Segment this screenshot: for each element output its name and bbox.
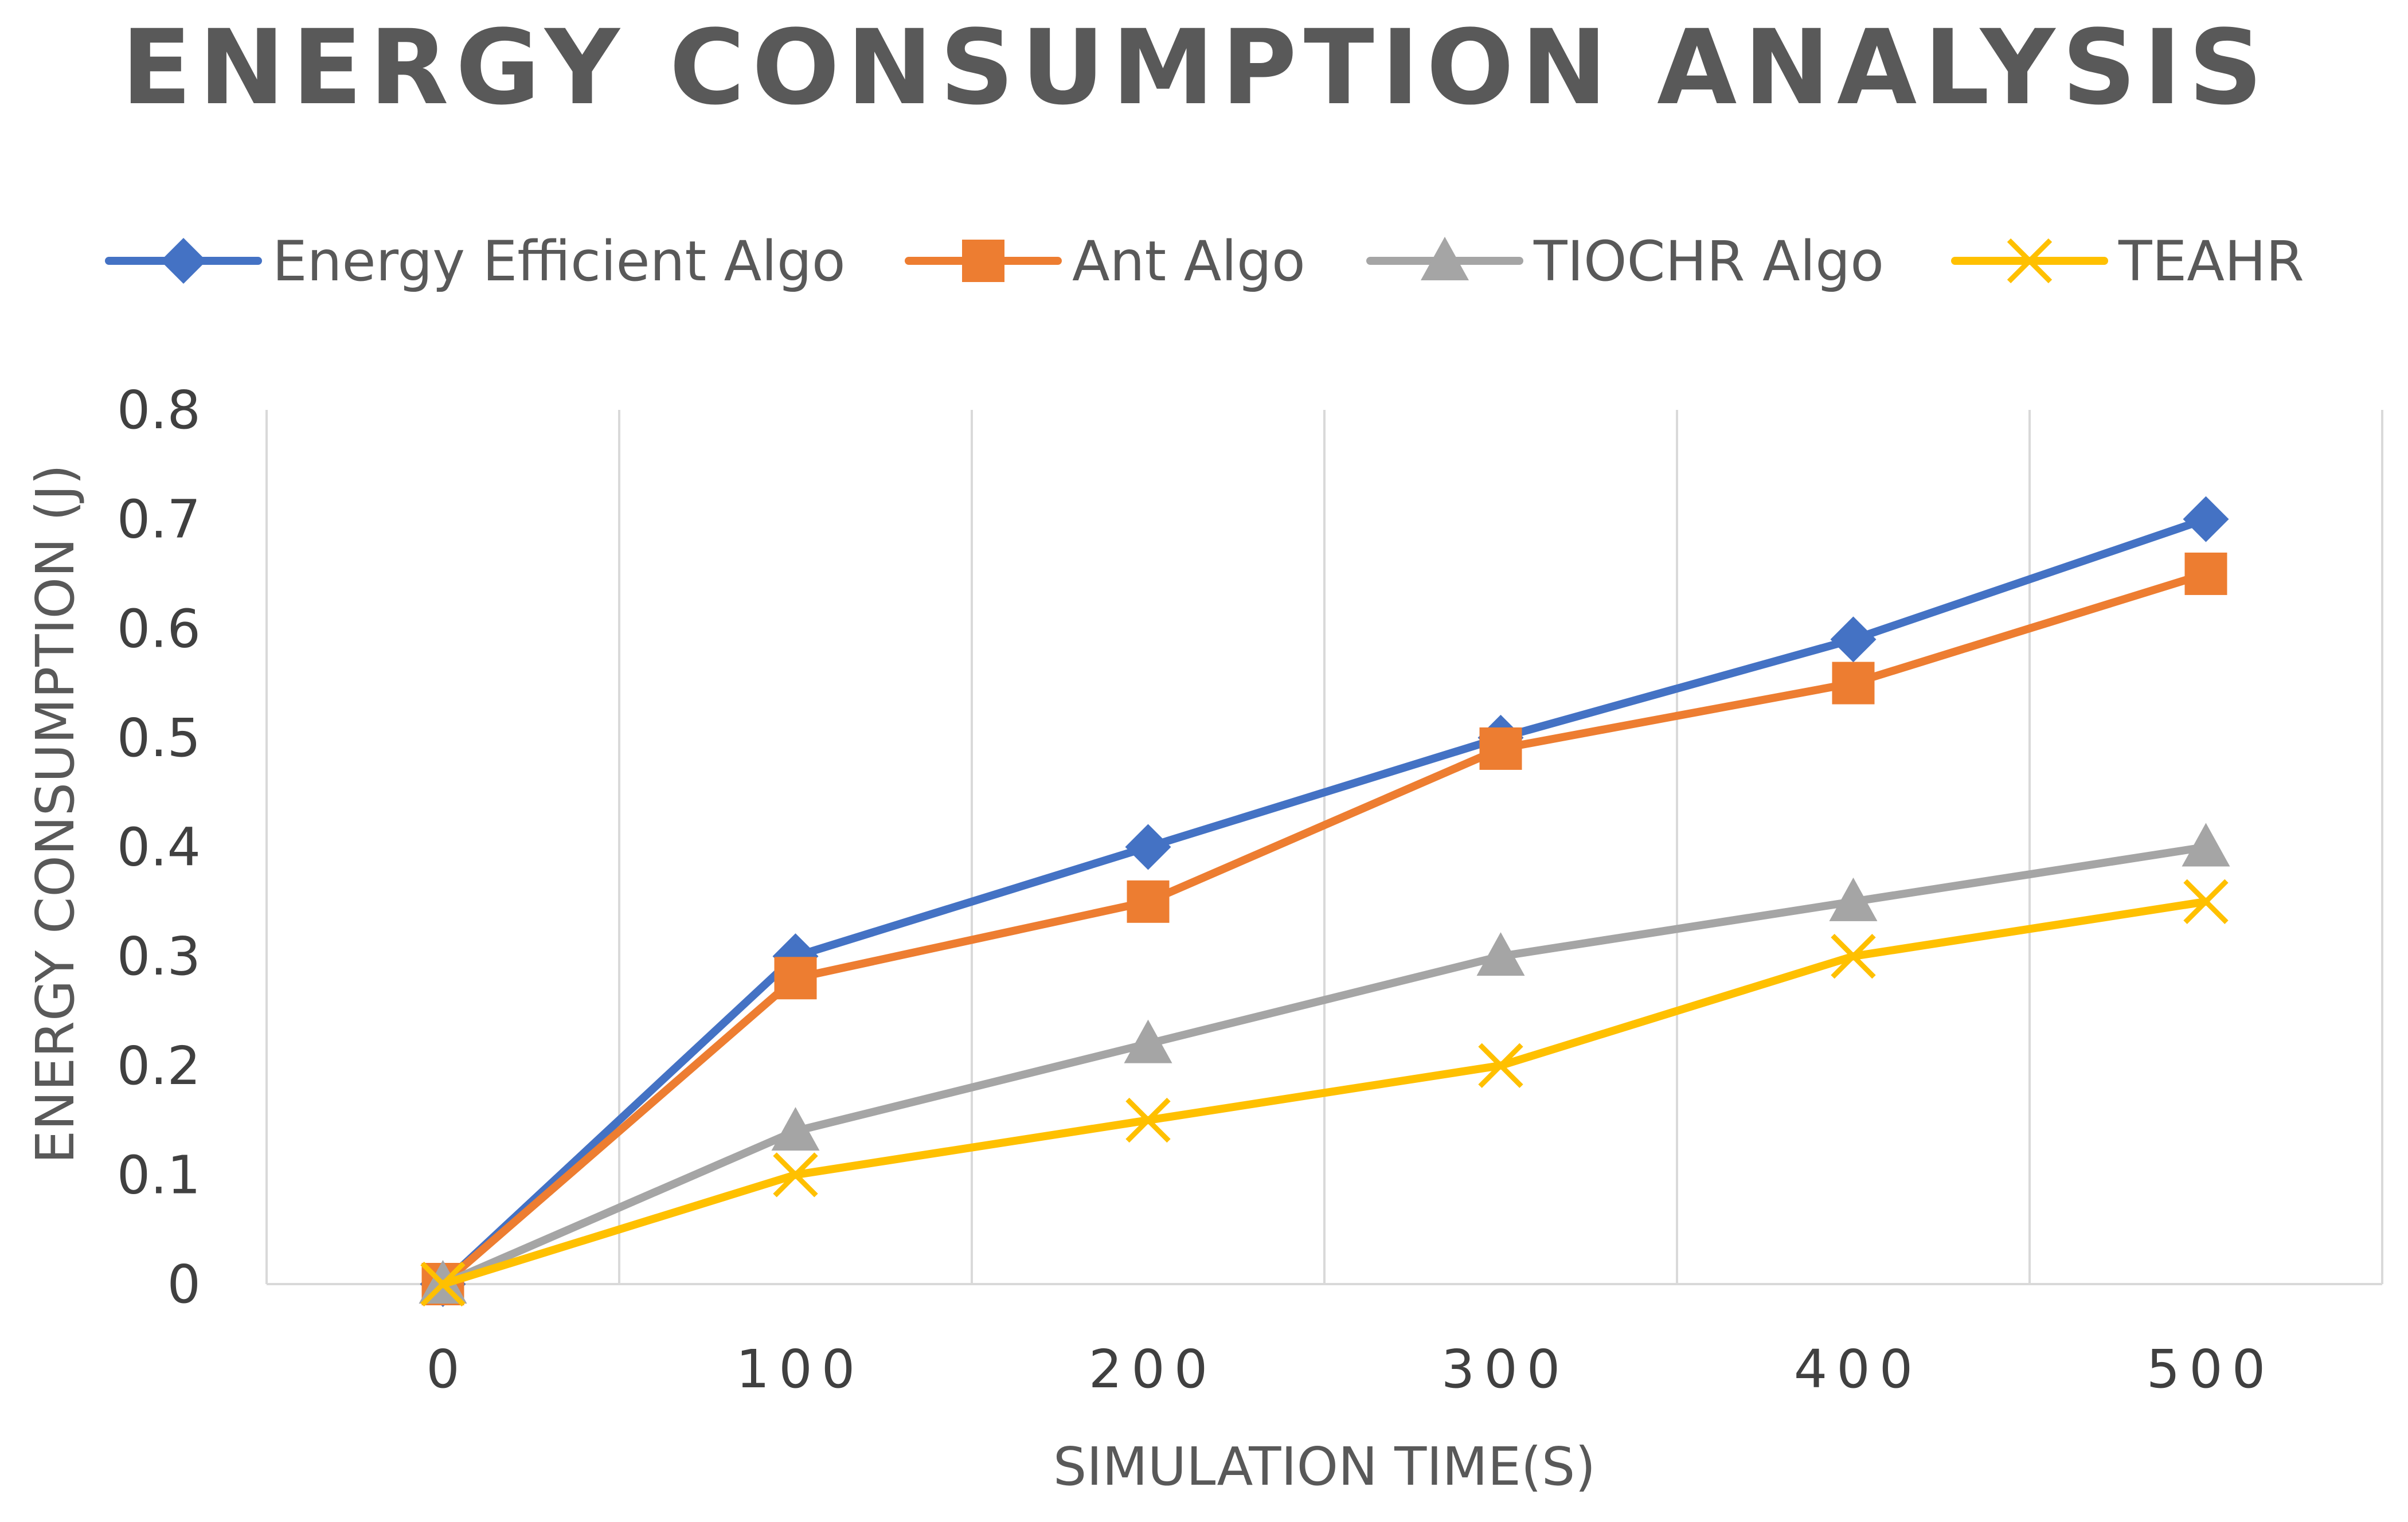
grid-lines: [618, 410, 2031, 1284]
y-axis-label: ENERGY CONSUMPTION (J): [25, 464, 86, 1164]
x-tick-label: 500: [2147, 1339, 2275, 1400]
data-point: [1127, 880, 1170, 923]
y-tick-label: 0.2: [117, 1035, 201, 1097]
series-group: [419, 496, 2230, 1307]
data-point: [1479, 727, 1522, 770]
data-point: [420, 1261, 466, 1307]
y-tick-label: 0.5: [117, 707, 201, 769]
legend-item: Ant Algo: [905, 229, 1305, 294]
legend-marker: [161, 238, 206, 284]
x-axis-label: SIMULATION TIME(S): [1053, 1436, 1596, 1497]
x-tick-label: 0: [426, 1339, 469, 1400]
data-point: [2182, 823, 2230, 867]
data-point: [1832, 662, 1875, 705]
series-line: [439, 897, 2210, 1288]
data-point: [1478, 1043, 1523, 1088]
legend-item: Energy Efficient Algo: [105, 229, 846, 294]
x-tick-labels: 0 100 200 300 400 500: [426, 1339, 2275, 1400]
x-tick-label: 400: [1794, 1339, 1922, 1400]
data-point: [1831, 933, 1876, 979]
data-point: [2183, 879, 2229, 924]
data-point: [771, 1107, 820, 1151]
data-point: [1125, 824, 1171, 870]
series-teahr: [420, 879, 2229, 1307]
series-line: [439, 843, 2210, 1288]
data-point: [774, 957, 817, 1000]
data-point: [1829, 877, 1878, 921]
legend-marker: [962, 240, 1004, 282]
legend-item: TIOCHR Algo: [1366, 229, 1884, 294]
data-point: [773, 1152, 818, 1198]
legend-label: Ant Algo: [1072, 229, 1305, 294]
y-tick-label: 0.4: [117, 817, 201, 878]
legend-marker: [2007, 238, 2053, 284]
axes: [265, 410, 2383, 1285]
legend-label: TIOCHR Algo: [1533, 229, 1884, 294]
data-point: [1124, 1019, 1172, 1063]
legend-label: TEAHR: [2118, 229, 2304, 294]
legend-item: TEAHR: [1951, 229, 2304, 294]
y-tick-labels: 0 0.1 0.2 0.3 0.4 0.5 0.6 0.7 0.8: [117, 379, 201, 1315]
y-tick-label: 0.8: [117, 379, 201, 441]
series-line: [439, 515, 2210, 1288]
legend-marker: [1421, 237, 1469, 280]
y-tick-label: 0.7: [117, 489, 201, 550]
y-tick-label: 0: [167, 1254, 201, 1315]
x-tick-label: 200: [1089, 1339, 1217, 1400]
data-point: [1125, 1097, 1171, 1143]
x-tick-label: 300: [1441, 1339, 1570, 1400]
legend-label: Energy Efficient Algo: [272, 229, 846, 294]
x-tick-label: 100: [736, 1339, 865, 1400]
data-point: [2183, 496, 2229, 542]
data-point: [2184, 552, 2227, 595]
data-point: [1476, 932, 1525, 976]
y-tick-label: 0.6: [117, 598, 201, 659]
chart-title: ENERGY CONSUMPTION ANALYSIS: [121, 8, 2269, 128]
y-tick-label: 0.3: [117, 926, 201, 987]
series-line: [439, 569, 2210, 1288]
data-point: [1830, 616, 1877, 663]
legend: Energy Efficient Algo Ant Algo TIOCHR Algo…: [105, 229, 2304, 294]
y-tick-label: 0.1: [117, 1144, 201, 1206]
